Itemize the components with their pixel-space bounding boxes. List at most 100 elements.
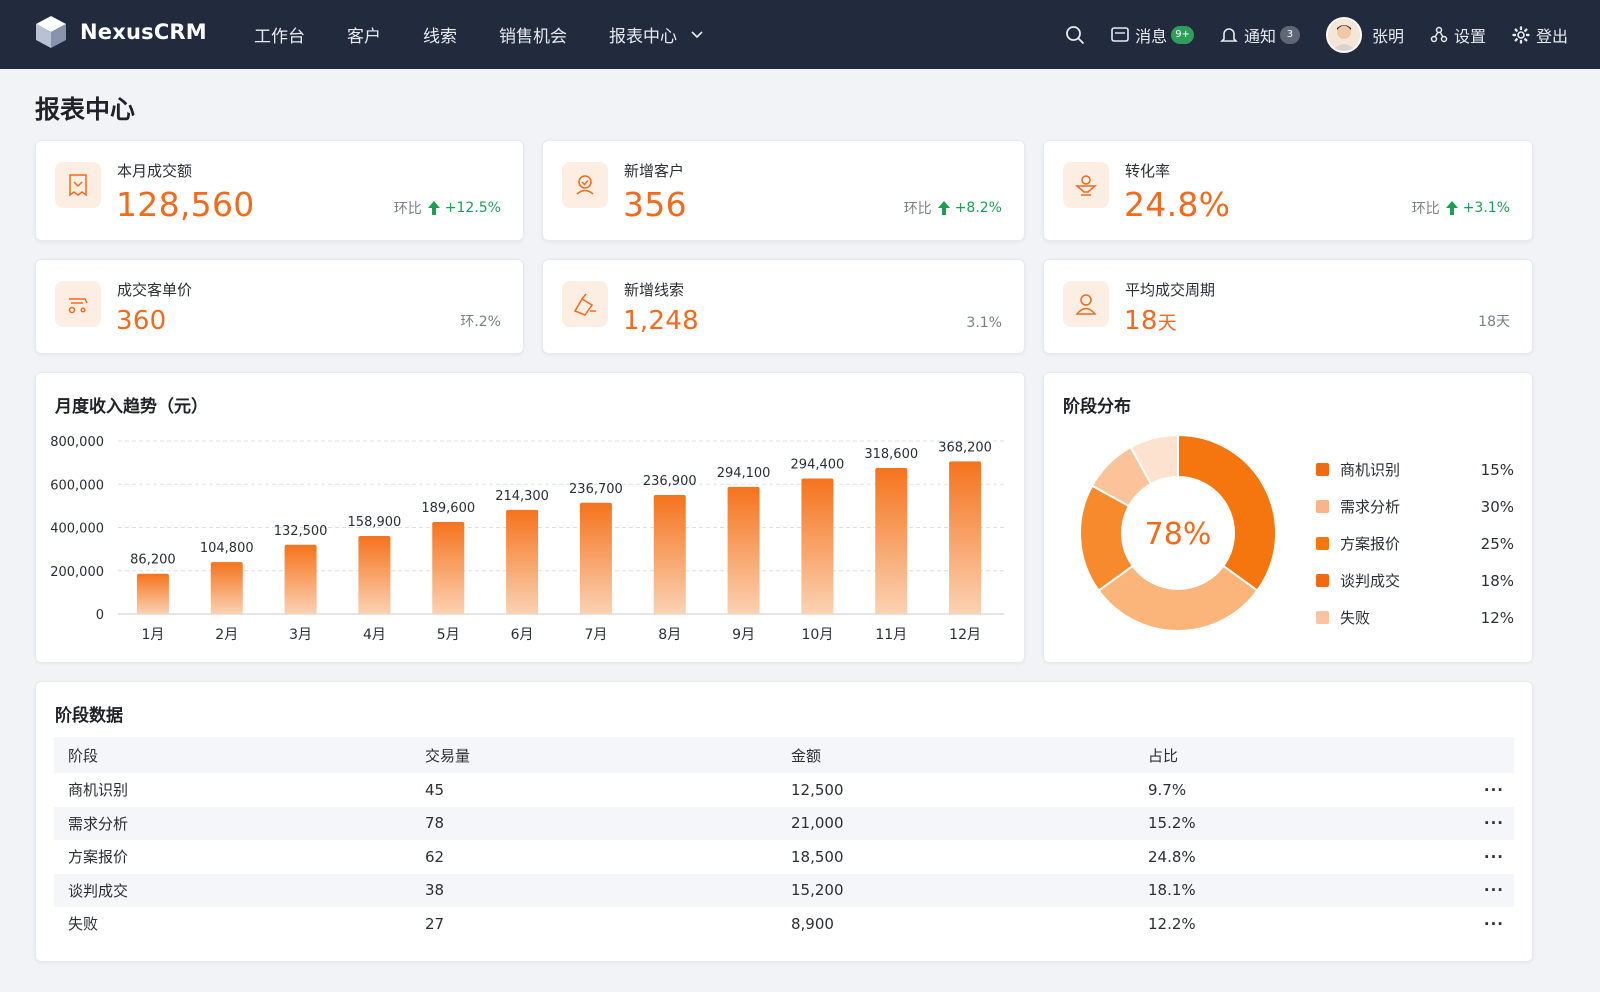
- bar[interactable]: [949, 461, 982, 614]
- nav-workbench[interactable]: 工作台: [254, 22, 305, 47]
- kpi-trend: 环比 +3.1%: [1412, 198, 1510, 218]
- kpi-trend: 3.1%: [966, 315, 1002, 331]
- kpi-card-monthly-deals[interactable]: 本月成交额 128,560 环比 +12.5%: [35, 140, 524, 241]
- donut-segment[interactable]: [1097, 564, 1259, 632]
- bar[interactable]: [136, 573, 169, 614]
- bar[interactable]: [358, 535, 391, 614]
- search-icon: [1066, 25, 1085, 44]
- table-row[interactable]: 方案报价 62 18,500 24.8% ···: [54, 840, 1514, 874]
- kpi-trend-label: 环比: [903, 201, 932, 217]
- legend-item[interactable]: 方案报价 25%: [1316, 525, 1514, 562]
- logo-cube-icon: [36, 16, 66, 48]
- table-cell: 62: [425, 847, 445, 866]
- table-row[interactable]: 失败 27 8,900 12.2% ···: [54, 907, 1514, 941]
- kpi-trend-up: +8.2%: [937, 200, 1002, 216]
- kpi-card-new-leads[interactable]: 新增线索 1,248 3.1%: [542, 259, 1025, 354]
- stage-distribution-card: 阶段分布 78% 商机识别 15% 需求分析 30% 方案报价 25% 谈判成交 18% 失败 1…: [1043, 372, 1533, 663]
- x-tick-label: 3月: [289, 627, 312, 643]
- nav-reports[interactable]: 报表中心: [609, 22, 703, 47]
- kpi-icon-box: [562, 281, 608, 327]
- kpi-trend: 环比 +8.2%: [904, 198, 1002, 218]
- bar[interactable]: [506, 509, 539, 614]
- nav-opportunities[interactable]: 销售机会: [499, 22, 567, 47]
- table-row[interactable]: 商机识别 45 12,500 9.7% ···: [54, 773, 1514, 807]
- donut-segment[interactable]: [1177, 433, 1277, 593]
- legend-value: 30%: [1480, 497, 1514, 516]
- table-cell: 需求分析: [54, 806, 411, 840]
- table-row[interactable]: 需求分析 78 21,000 15.2% ···: [54, 806, 1514, 840]
- bar[interactable]: [801, 478, 834, 614]
- x-tick-label: 12月: [949, 627, 981, 643]
- kpi-card-avg-order[interactable]: 成交客单价 360 环.2%: [35, 259, 524, 354]
- row-more-button[interactable]: ···: [1483, 847, 1504, 866]
- x-tick-label: 6月: [511, 627, 534, 643]
- bar[interactable]: [875, 467, 908, 614]
- settings-button[interactable]: 设置: [1430, 23, 1486, 47]
- bell-icon: [1220, 27, 1238, 42]
- kpi-trend: 18天: [1478, 311, 1510, 331]
- kpi-card-conversion-rate[interactable]: 转化率 24.8% 环比 +3.1%: [1043, 140, 1533, 241]
- table-row[interactable]: 谈判成交 38 15,200 18.1% ···: [54, 873, 1514, 907]
- bar-value-label: 294,100: [717, 466, 771, 481]
- search-button[interactable]: [1065, 25, 1085, 45]
- column-header[interactable]: 占比: [1134, 737, 1470, 773]
- row-more-button[interactable]: ···: [1483, 914, 1504, 933]
- messages-button[interactable]: 消息 9+: [1111, 23, 1194, 47]
- row-more-button[interactable]: ···: [1483, 780, 1504, 799]
- kpi-label: 新增线索: [624, 281, 685, 299]
- brand[interactable]: NexusCRM: [34, 14, 207, 50]
- table-cell: 12.2%: [1148, 914, 1196, 933]
- kpi-trend-up: +12.5%: [427, 200, 501, 216]
- table-cell: 21,000: [777, 806, 1134, 840]
- legend-item[interactable]: 商机识别 15%: [1316, 451, 1514, 488]
- legend-item[interactable]: 谈判成交 18%: [1316, 562, 1514, 599]
- table-cell: 78: [411, 806, 777, 840]
- bar-value-label: 368,200: [938, 440, 992, 455]
- table-cell: 8,900: [791, 914, 834, 933]
- user-badge-icon: [576, 175, 594, 195]
- lead-icon: [573, 293, 596, 316]
- row-more-button[interactable]: ···: [1469, 806, 1514, 840]
- table-cell: 15,200: [777, 873, 1134, 907]
- legend-item[interactable]: 需求分析 30%: [1316, 488, 1514, 525]
- bar-value-label: 236,900: [643, 474, 697, 489]
- row-more-button[interactable]: ···: [1469, 873, 1514, 907]
- bar[interactable]: [284, 544, 317, 614]
- logout-button[interactable]: 登出: [1512, 23, 1568, 47]
- legend-swatch: [1316, 574, 1329, 587]
- arrow-up-icon: [937, 201, 950, 215]
- kpi-value: 356: [623, 185, 687, 224]
- settings-icon: [1430, 26, 1448, 42]
- kpi-trend-value: +8.2%: [954, 200, 1002, 216]
- bar[interactable]: [727, 486, 760, 614]
- legend-item[interactable]: 失败 12%: [1316, 599, 1514, 636]
- donut-segment[interactable]: [1129, 433, 1179, 486]
- legend-swatch: [1316, 611, 1329, 624]
- kpi-trend-label: 环比: [393, 201, 422, 217]
- column-header[interactable]: 金额: [777, 737, 1134, 773]
- column-header[interactable]: 交易量: [411, 737, 777, 773]
- nav-customers[interactable]: 客户: [347, 22, 381, 47]
- kpi-trend-label: 环比: [1411, 201, 1440, 217]
- brand-name: NexusCRM: [80, 20, 207, 44]
- y-tick-label: 200,000: [50, 565, 104, 580]
- arrow-up-icon: [427, 201, 440, 215]
- nav-leads[interactable]: 线索: [423, 22, 457, 47]
- x-tick-label: 4月: [363, 627, 386, 643]
- notifications-button[interactable]: 通知 3: [1220, 23, 1300, 47]
- funnel-icon: [1074, 175, 1098, 196]
- kpi-card-new-customers[interactable]: 新增客户 356 环比 +8.2%: [542, 140, 1025, 241]
- kpi-card-avg-cycle[interactable]: 平均成交周期 18天 18天: [1043, 259, 1533, 354]
- table-cell: 15.2%: [1134, 806, 1470, 840]
- user-menu[interactable]: 张明: [1325, 16, 1404, 53]
- bar[interactable]: [432, 521, 465, 614]
- x-tick-label: 10月: [802, 627, 834, 643]
- bar[interactable]: [653, 494, 686, 614]
- bar[interactable]: [210, 562, 243, 614]
- column-header[interactable]: 阶段: [54, 737, 411, 773]
- nav-label: 工作台: [254, 27, 305, 47]
- bar[interactable]: [579, 502, 612, 614]
- table-cell: 失败: [68, 915, 99, 934]
- kpi-icon-box: [1063, 162, 1109, 208]
- receipt-icon: [69, 174, 87, 197]
